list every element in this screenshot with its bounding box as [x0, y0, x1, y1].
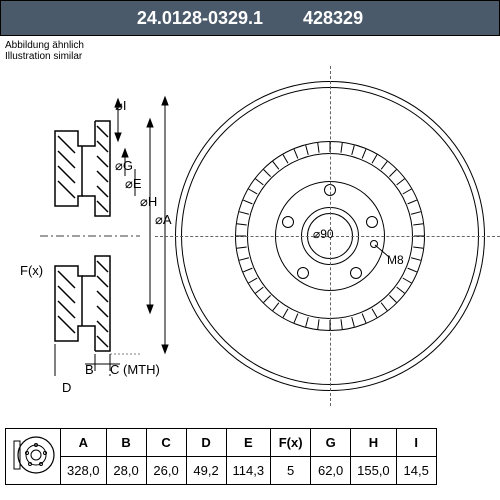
val-G: 62,0: [311, 457, 351, 485]
technical-drawing: ⌀I ⌀G ⌀E ⌀H ⌀A F(x) B D C (MTH): [0, 36, 500, 401]
center-dia: ⌀90: [313, 227, 334, 241]
col-D: D: [186, 429, 226, 457]
table-value-row: 328,0 28,0 26,0 49,2 114,3 5 62,0 155,0 …: [6, 457, 437, 485]
table-header-row: A B C D E F(x) G H I: [6, 429, 437, 457]
col-A: A: [61, 429, 107, 457]
header-bar: 24.0128-0329.1 428329: [0, 0, 500, 36]
col-B: B: [106, 429, 146, 457]
col-F: F(x): [271, 429, 311, 457]
col-E: E: [226, 429, 271, 457]
dimension-table: A B C D E F(x) G H I 328,0 28,0 26,0 49,…: [5, 428, 437, 485]
col-G: G: [311, 429, 351, 457]
val-I: 14,5: [396, 457, 436, 485]
part-number: 24.0128-0329.1: [137, 8, 263, 29]
val-F: 5: [271, 457, 311, 485]
val-A: 328,0: [61, 457, 107, 485]
val-C: 26,0: [146, 457, 186, 485]
col-I: I: [396, 429, 436, 457]
val-B: 28,0: [106, 457, 146, 485]
val-E: 114,3: [226, 457, 271, 485]
front-view-drawing: ⌀90 M8: [175, 81, 490, 396]
disc-icon: [8, 431, 58, 479]
col-H: H: [351, 429, 397, 457]
val-H: 155,0: [351, 457, 397, 485]
disc-icon-cell: [6, 429, 61, 485]
dim-arrows: [110, 91, 180, 366]
dim-F: F(x): [20, 263, 43, 278]
dim-D: D: [62, 380, 71, 395]
part-code: 428329: [303, 8, 363, 29]
dim-B: B: [85, 362, 94, 377]
col-C: C: [146, 429, 186, 457]
val-D: 49,2: [186, 457, 226, 485]
